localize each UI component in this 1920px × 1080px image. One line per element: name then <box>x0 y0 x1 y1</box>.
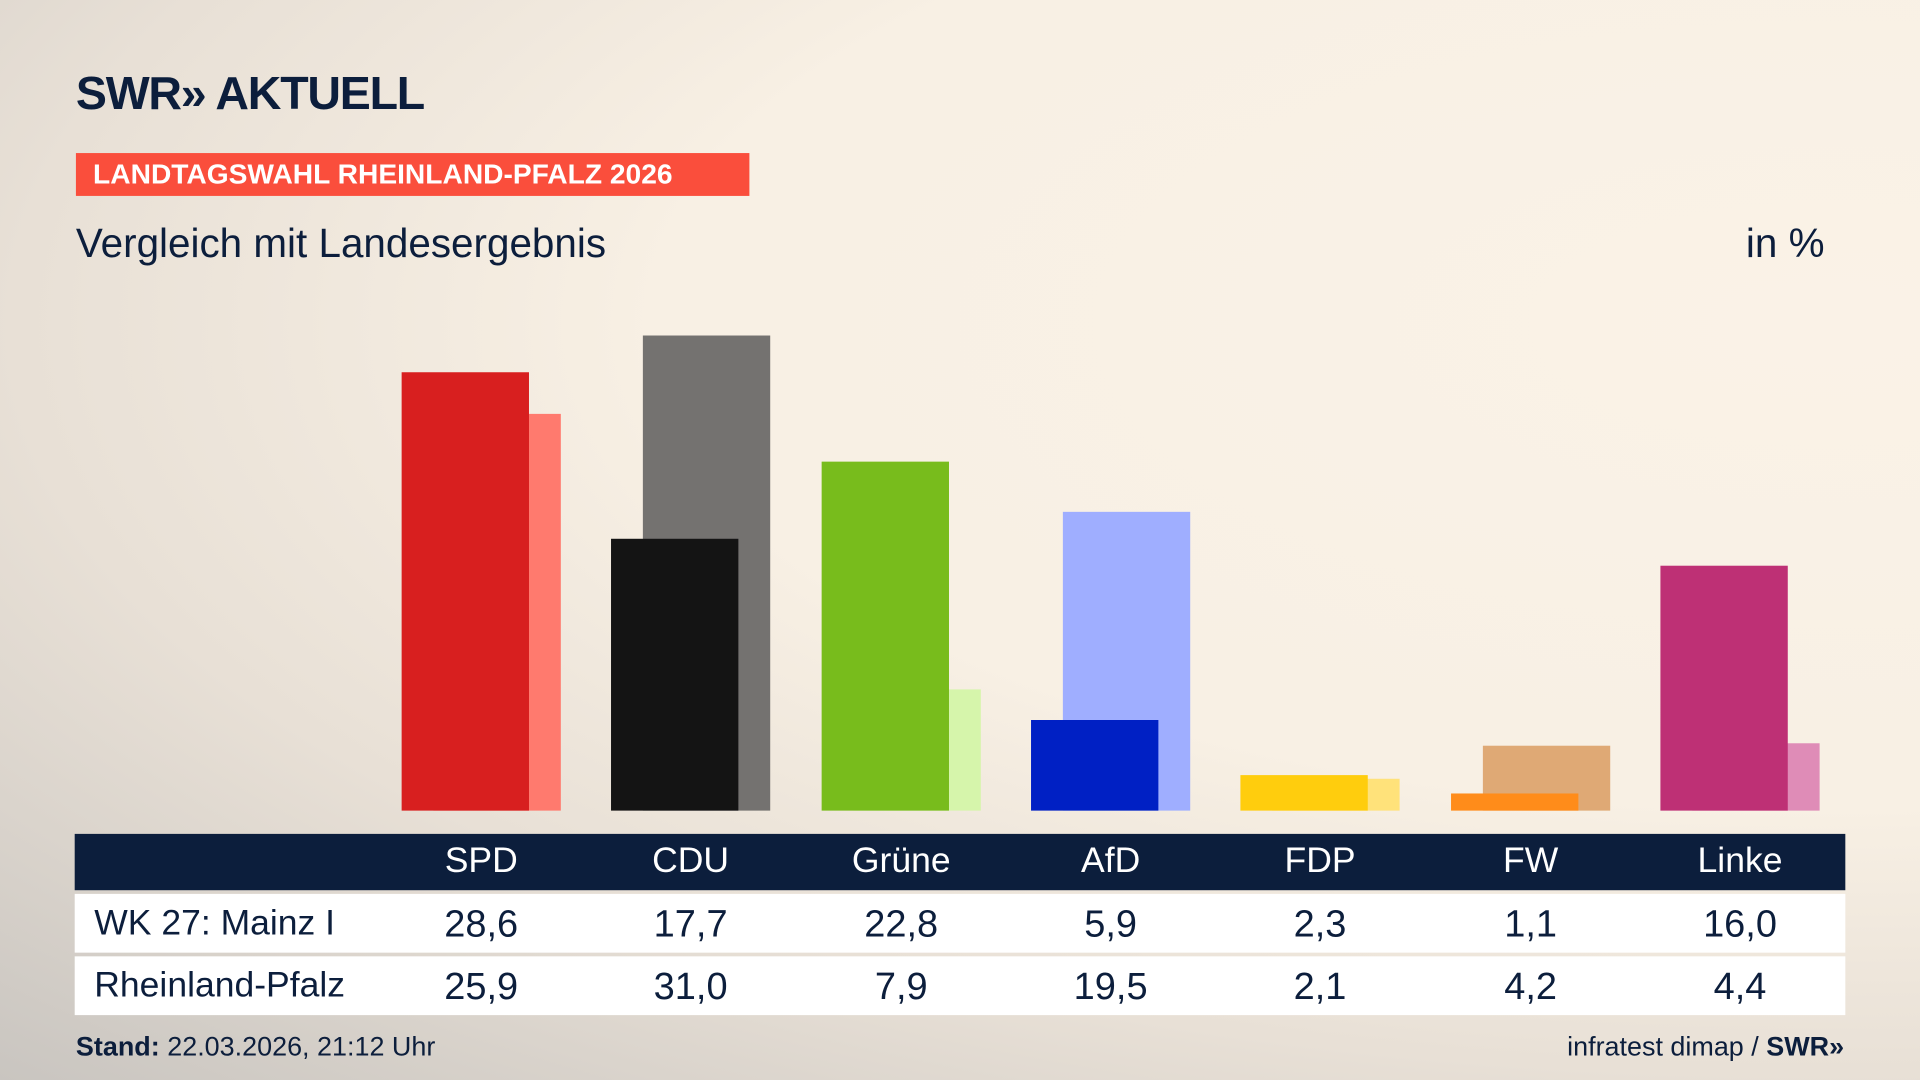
value-cell: 16,0 <box>1703 902 1777 946</box>
stand-label: Stand: <box>75 1031 160 1062</box>
party-header: Linke <box>1697 841 1783 881</box>
unit-label: in % <box>1745 220 1825 266</box>
party-header: Grüne <box>851 841 951 881</box>
stand-value: 22.03.2026, 21:12 Uhr <box>159 1031 436 1062</box>
source: infratest dimap / SWR» <box>1567 1031 1844 1063</box>
value-cell: 4,2 <box>1504 964 1558 1008</box>
wk-bar-cdu <box>611 539 739 811</box>
party-header: FDP <box>1284 841 1356 881</box>
party-header: AfD <box>1081 841 1141 881</box>
table-row: Rheinland-Pfalz 25,9 31,0 7,9 19,5 2,1 4,2 4,4 <box>74 956 1846 1016</box>
value-cell: 25,9 <box>444 964 519 1008</box>
wk-bar-fw <box>1451 793 1579 811</box>
results-table: SPD CDU Grüne AfD FDP FW Linke WK 27: Mainz I 2… <box>74 833 1846 1016</box>
election-tag: LANDTAGSWAHL RHEINLAND-PFALZ 2026 <box>75 153 750 196</box>
party-header: CDU <box>652 841 730 881</box>
value-cell: 2,1 <box>1293 964 1347 1008</box>
wk-bar-afd <box>1031 720 1159 811</box>
party-header: SPD <box>444 841 518 881</box>
table-header: SPD CDU Grüne AfD FDP FW Linke <box>74 833 1846 891</box>
value-cell: 7,9 <box>874 964 928 1008</box>
value-cell: 2,3 <box>1293 902 1347 946</box>
value-cell: 31,0 <box>653 964 728 1008</box>
party-header: FW <box>1503 841 1559 881</box>
wk-bar-spd <box>401 372 529 811</box>
source-text: infratest dimap / <box>1567 1031 1767 1062</box>
table-row: WK 27: Mainz I 28,6 17,7 22,8 5,9 2,3 1,1 16,0 <box>74 893 1846 953</box>
chart-subtitle: Vergleich mit Landesergebnis <box>75 220 607 266</box>
value-cell: 4,4 <box>1713 964 1767 1008</box>
value-cell: 17,7 <box>653 902 728 946</box>
value-cell: 5,9 <box>1084 902 1138 946</box>
value-cell: 19,5 <box>1073 964 1148 1008</box>
swr-aktuell-logo: SWR» AKTUELL <box>75 68 425 121</box>
value-cell: 1,1 <box>1504 902 1558 946</box>
value-cell: 22,8 <box>864 902 939 946</box>
wk-bar-fdp <box>1240 775 1368 811</box>
timestamp: Stand: 22.03.2026, 21:12 Uhr <box>76 1031 435 1063</box>
wk-bar-grüne <box>821 461 949 811</box>
wk-bar-linke <box>1660 565 1788 811</box>
row-label: Rheinland-Pfalz <box>94 966 345 1006</box>
value-cell: 28,6 <box>444 902 519 946</box>
row-label: WK 27: Mainz I <box>94 903 336 943</box>
swr-logo-small: SWR» <box>1766 1031 1845 1062</box>
